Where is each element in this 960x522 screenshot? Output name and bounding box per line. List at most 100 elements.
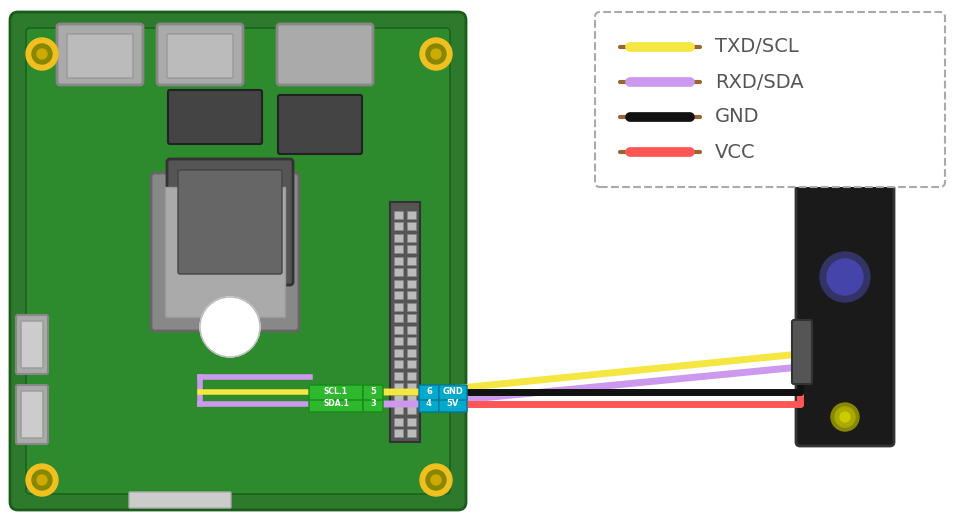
FancyBboxPatch shape [151, 173, 299, 331]
Bar [394, 418, 403, 425]
Bar [407, 383, 416, 391]
FancyBboxPatch shape [57, 24, 143, 85]
Bar [394, 222, 403, 230]
FancyBboxPatch shape [16, 315, 48, 374]
Text: 6: 6 [426, 387, 432, 396]
Circle shape [431, 475, 441, 485]
Circle shape [26, 38, 58, 70]
FancyBboxPatch shape [419, 397, 439, 412]
Text: VCC: VCC [715, 143, 756, 161]
Text: 5V: 5V [446, 399, 459, 408]
Text: 5: 5 [370, 387, 376, 396]
Circle shape [835, 147, 855, 167]
Bar [394, 245, 403, 253]
Bar [394, 395, 403, 402]
Bar [407, 326, 416, 334]
Bar [407, 418, 416, 425]
FancyBboxPatch shape [363, 397, 383, 412]
Text: 4: 4 [426, 399, 432, 408]
Bar [407, 314, 416, 322]
FancyBboxPatch shape [67, 34, 133, 78]
FancyBboxPatch shape [277, 24, 373, 85]
Bar [407, 245, 416, 253]
FancyBboxPatch shape [178, 170, 282, 274]
Bar [394, 233, 403, 242]
Bar [394, 372, 403, 379]
Circle shape [827, 259, 863, 295]
Circle shape [26, 464, 58, 496]
FancyBboxPatch shape [419, 385, 439, 400]
Bar [407, 360, 416, 368]
FancyBboxPatch shape [309, 385, 363, 400]
Bar [407, 395, 416, 402]
Bar [407, 233, 416, 242]
Circle shape [840, 152, 850, 162]
Bar [407, 429, 416, 437]
FancyBboxPatch shape [26, 28, 450, 494]
FancyBboxPatch shape [21, 391, 43, 438]
Bar [407, 268, 416, 276]
FancyBboxPatch shape [167, 159, 293, 285]
Text: 3: 3 [371, 399, 376, 408]
Bar [394, 303, 403, 311]
Bar [394, 349, 403, 357]
Circle shape [431, 49, 441, 59]
Bar [407, 406, 416, 414]
FancyBboxPatch shape [439, 397, 467, 412]
FancyBboxPatch shape [129, 492, 231, 508]
Circle shape [420, 38, 452, 70]
FancyBboxPatch shape [309, 397, 363, 412]
FancyBboxPatch shape [439, 385, 467, 400]
Bar [407, 210, 416, 219]
Bar [407, 303, 416, 311]
Circle shape [831, 403, 859, 431]
Text: SCL.1: SCL.1 [324, 387, 348, 396]
FancyBboxPatch shape [16, 385, 48, 444]
Circle shape [420, 464, 452, 496]
Bar [394, 326, 403, 334]
Text: SDA.1: SDA.1 [324, 399, 348, 408]
Bar [394, 429, 403, 437]
Bar [394, 279, 403, 288]
FancyBboxPatch shape [796, 108, 894, 446]
Circle shape [820, 252, 870, 302]
Bar [407, 337, 416, 345]
Circle shape [37, 475, 47, 485]
Bar [407, 349, 416, 357]
Bar [394, 314, 403, 322]
Bar [394, 337, 403, 345]
FancyBboxPatch shape [278, 95, 362, 154]
FancyBboxPatch shape [157, 24, 243, 85]
FancyBboxPatch shape [792, 320, 812, 384]
Text: TXD/SCL: TXD/SCL [715, 38, 799, 56]
Circle shape [835, 407, 855, 427]
Bar [407, 222, 416, 230]
FancyBboxPatch shape [21, 321, 43, 368]
Bar [407, 372, 416, 379]
FancyBboxPatch shape [167, 34, 233, 78]
FancyBboxPatch shape [363, 385, 383, 400]
Circle shape [37, 49, 47, 59]
Circle shape [200, 297, 260, 357]
FancyBboxPatch shape [10, 12, 466, 510]
Bar [394, 256, 403, 265]
Bar [407, 291, 416, 299]
Bar [394, 383, 403, 391]
Circle shape [831, 143, 859, 171]
FancyBboxPatch shape [595, 12, 945, 187]
Bar [165, 187, 285, 317]
Bar [407, 279, 416, 288]
Text: RXD/SDA: RXD/SDA [715, 73, 804, 91]
Bar [394, 406, 403, 414]
Bar [407, 256, 416, 265]
Circle shape [32, 470, 52, 490]
FancyBboxPatch shape [168, 90, 262, 144]
Bar [394, 268, 403, 276]
Text: GND: GND [443, 387, 464, 396]
Circle shape [32, 44, 52, 64]
Circle shape [426, 470, 446, 490]
Bar [390, 202, 420, 442]
Text: GND: GND [715, 108, 759, 126]
Bar [394, 291, 403, 299]
Circle shape [426, 44, 446, 64]
